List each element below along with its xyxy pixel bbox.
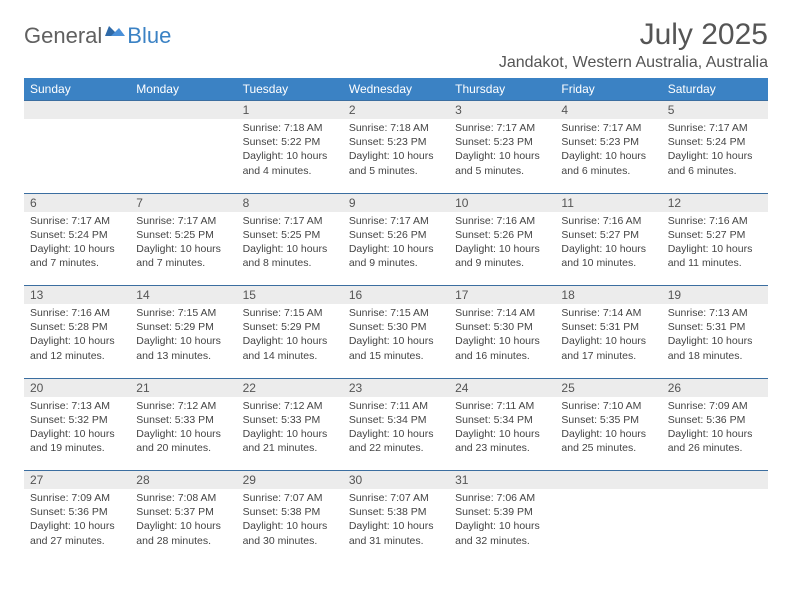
day-content: Sunrise: 7:17 AMSunset: 5:23 PMDaylight:…	[449, 119, 555, 184]
day-content: Sunrise: 7:16 AMSunset: 5:26 PMDaylight:…	[449, 212, 555, 277]
day-content: Sunrise: 7:16 AMSunset: 5:28 PMDaylight:…	[24, 304, 130, 369]
day-content: Sunrise: 7:10 AMSunset: 5:35 PMDaylight:…	[555, 397, 661, 462]
header: General Blue July 2025 Jandakot, Western…	[24, 18, 768, 72]
day-number	[555, 471, 661, 475]
day-content: Sunrise: 7:06 AMSunset: 5:39 PMDaylight:…	[449, 489, 555, 554]
day-number	[662, 471, 768, 475]
week-number-row: 6789101112	[24, 193, 768, 212]
week-number-row: 13141516171819	[24, 286, 768, 305]
day-content: Sunrise: 7:17 AMSunset: 5:24 PMDaylight:…	[662, 119, 768, 184]
day-content: Sunrise: 7:11 AMSunset: 5:34 PMDaylight:…	[343, 397, 449, 462]
weekday-header-row: SundayMondayTuesdayWednesdayThursdayFrid…	[24, 78, 768, 101]
day-content: Sunrise: 7:12 AMSunset: 5:33 PMDaylight:…	[130, 397, 236, 462]
day-content: Sunrise: 7:17 AMSunset: 5:24 PMDaylight:…	[24, 212, 130, 277]
week-content-row: Sunrise: 7:13 AMSunset: 5:32 PMDaylight:…	[24, 397, 768, 471]
brand-logo: General Blue	[24, 22, 171, 49]
day-number: 17	[449, 286, 555, 304]
day-content: Sunrise: 7:13 AMSunset: 5:32 PMDaylight:…	[24, 397, 130, 462]
day-number: 18	[555, 286, 661, 304]
calendar-body: 12345Sunrise: 7:18 AMSunset: 5:22 PMDayl…	[24, 101, 768, 564]
day-number: 24	[449, 379, 555, 397]
day-number: 3	[449, 101, 555, 119]
day-number: 19	[662, 286, 768, 304]
weekday-header: Monday	[130, 78, 236, 101]
day-number: 12	[662, 194, 768, 212]
weekday-header: Friday	[555, 78, 661, 101]
day-number: 5	[662, 101, 768, 119]
day-content: Sunrise: 7:18 AMSunset: 5:23 PMDaylight:…	[343, 119, 449, 184]
week-content-row: Sunrise: 7:17 AMSunset: 5:24 PMDaylight:…	[24, 212, 768, 286]
weekday-header: Tuesday	[237, 78, 343, 101]
day-content	[662, 489, 768, 497]
day-content	[130, 119, 236, 127]
day-content: Sunrise: 7:16 AMSunset: 5:27 PMDaylight:…	[662, 212, 768, 277]
day-number: 31	[449, 471, 555, 489]
day-content: Sunrise: 7:11 AMSunset: 5:34 PMDaylight:…	[449, 397, 555, 462]
day-number: 10	[449, 194, 555, 212]
day-content: Sunrise: 7:17 AMSunset: 5:25 PMDaylight:…	[237, 212, 343, 277]
day-content: Sunrise: 7:09 AMSunset: 5:36 PMDaylight:…	[24, 489, 130, 554]
weekday-header: Wednesday	[343, 78, 449, 101]
day-number: 28	[130, 471, 236, 489]
day-number: 1	[237, 101, 343, 119]
day-number: 27	[24, 471, 130, 489]
day-number: 29	[237, 471, 343, 489]
week-content-row: Sunrise: 7:18 AMSunset: 5:22 PMDaylight:…	[24, 119, 768, 193]
day-content: Sunrise: 7:14 AMSunset: 5:30 PMDaylight:…	[449, 304, 555, 369]
month-title: July 2025	[499, 18, 768, 52]
day-content: Sunrise: 7:09 AMSunset: 5:36 PMDaylight:…	[662, 397, 768, 462]
day-content: Sunrise: 7:15 AMSunset: 5:29 PMDaylight:…	[130, 304, 236, 369]
day-content: Sunrise: 7:17 AMSunset: 5:23 PMDaylight:…	[555, 119, 661, 184]
day-number: 21	[130, 379, 236, 397]
day-number: 15	[237, 286, 343, 304]
day-number: 6	[24, 194, 130, 212]
day-content	[24, 119, 130, 127]
day-number: 22	[237, 379, 343, 397]
day-number: 8	[237, 194, 343, 212]
day-number: 2	[343, 101, 449, 119]
flag-icon	[105, 22, 125, 43]
day-content: Sunrise: 7:15 AMSunset: 5:30 PMDaylight:…	[343, 304, 449, 369]
day-content: Sunrise: 7:16 AMSunset: 5:27 PMDaylight:…	[555, 212, 661, 277]
day-number: 16	[343, 286, 449, 304]
day-number: 13	[24, 286, 130, 304]
day-number	[130, 101, 236, 105]
week-number-row: 20212223242526	[24, 378, 768, 397]
day-content: Sunrise: 7:15 AMSunset: 5:29 PMDaylight:…	[237, 304, 343, 369]
calendar-table: SundayMondayTuesdayWednesdayThursdayFrid…	[24, 78, 768, 563]
day-content: Sunrise: 7:07 AMSunset: 5:38 PMDaylight:…	[343, 489, 449, 554]
week-number-row: 12345	[24, 101, 768, 120]
day-content	[555, 489, 661, 497]
weekday-header: Thursday	[449, 78, 555, 101]
day-content: Sunrise: 7:18 AMSunset: 5:22 PMDaylight:…	[237, 119, 343, 184]
day-number: 7	[130, 194, 236, 212]
weekday-header: Sunday	[24, 78, 130, 101]
day-number: 11	[555, 194, 661, 212]
day-content: Sunrise: 7:14 AMSunset: 5:31 PMDaylight:…	[555, 304, 661, 369]
brand-name-1: General	[24, 23, 102, 49]
day-number	[24, 101, 130, 105]
week-content-row: Sunrise: 7:16 AMSunset: 5:28 PMDaylight:…	[24, 304, 768, 378]
weekday-header: Saturday	[662, 78, 768, 101]
day-content: Sunrise: 7:17 AMSunset: 5:26 PMDaylight:…	[343, 212, 449, 277]
day-content: Sunrise: 7:13 AMSunset: 5:31 PMDaylight:…	[662, 304, 768, 369]
week-number-row: 2728293031	[24, 471, 768, 490]
day-number: 9	[343, 194, 449, 212]
day-number: 20	[24, 379, 130, 397]
day-number: 23	[343, 379, 449, 397]
day-number: 4	[555, 101, 661, 119]
day-number: 14	[130, 286, 236, 304]
day-content: Sunrise: 7:17 AMSunset: 5:25 PMDaylight:…	[130, 212, 236, 277]
day-content: Sunrise: 7:12 AMSunset: 5:33 PMDaylight:…	[237, 397, 343, 462]
location-subtitle: Jandakot, Western Australia, Australia	[499, 54, 768, 72]
brand-name-2: Blue	[127, 23, 171, 49]
day-content: Sunrise: 7:08 AMSunset: 5:37 PMDaylight:…	[130, 489, 236, 554]
day-number: 25	[555, 379, 661, 397]
day-content: Sunrise: 7:07 AMSunset: 5:38 PMDaylight:…	[237, 489, 343, 554]
day-number: 30	[343, 471, 449, 489]
week-content-row: Sunrise: 7:09 AMSunset: 5:36 PMDaylight:…	[24, 489, 768, 563]
title-block: July 2025 Jandakot, Western Australia, A…	[499, 18, 768, 72]
day-number: 26	[662, 379, 768, 397]
